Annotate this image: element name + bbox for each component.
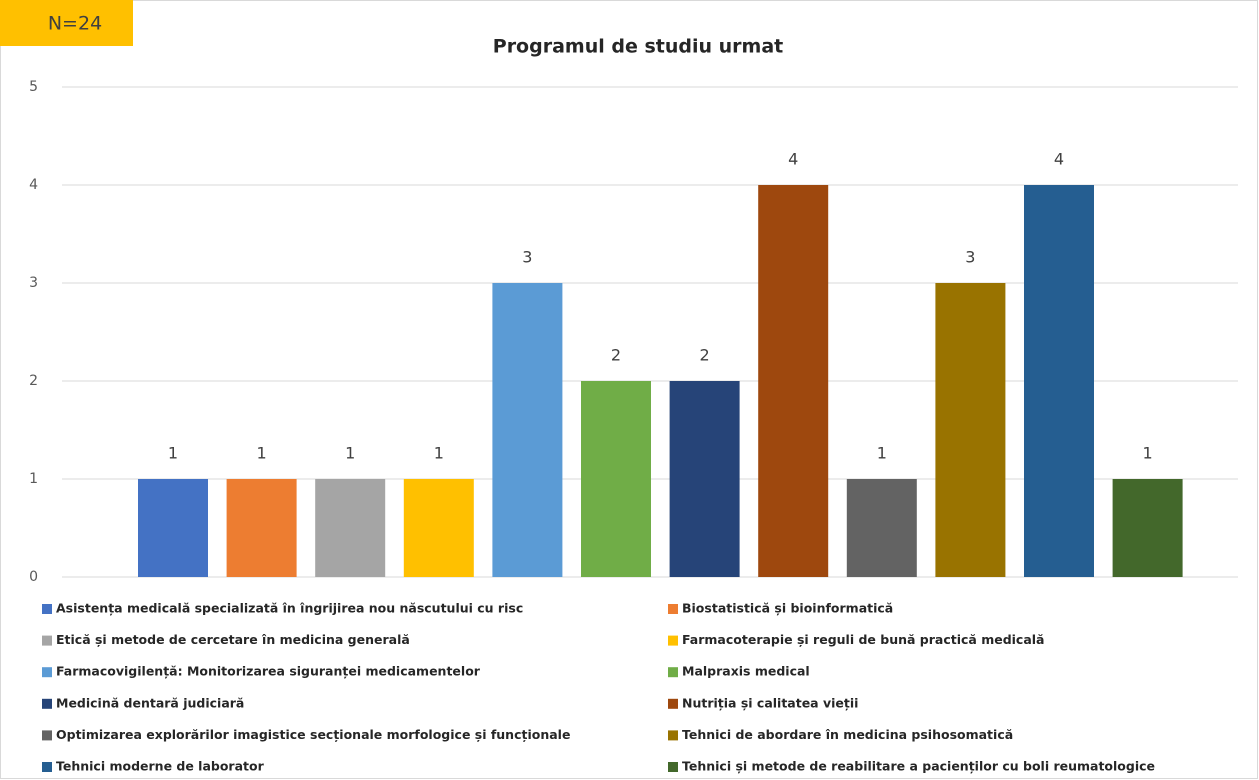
bar — [315, 479, 386, 577]
bar — [581, 381, 651, 577]
bar — [1024, 185, 1094, 577]
legend-label: Tehnici de abordare în medicina psihosom… — [682, 727, 1013, 742]
annotation: N=24 — [48, 13, 102, 35]
data-label: 1 — [434, 444, 444, 463]
legend-swatch — [42, 698, 52, 709]
data-label: 1 — [257, 444, 267, 463]
legend-swatch — [668, 762, 678, 772]
chart-title: Programul de studiu urmat — [493, 36, 783, 58]
annotation-box — [0, 0, 133, 46]
data-label: 4 — [788, 150, 798, 169]
legend-label: Malpraxis medical — [682, 664, 810, 679]
legend-swatch — [668, 730, 678, 741]
bar — [138, 479, 208, 577]
legend-label: Medicină dentară judiciară — [56, 695, 244, 710]
legend-label: Tehnici moderne de laborator — [56, 759, 265, 774]
data-label: 1 — [877, 444, 887, 463]
data-label: 3 — [965, 248, 975, 267]
data-label: 4 — [1054, 150, 1064, 169]
data-label: 3 — [522, 248, 532, 267]
y-tick-label: 2 — [29, 373, 38, 389]
legend-label: Farmacovigilență: Monitorizarea siguranț… — [56, 664, 481, 679]
bar — [492, 283, 563, 577]
data-label: 1 — [168, 444, 178, 463]
bar — [935, 283, 1006, 577]
legend-swatch — [42, 635, 52, 646]
bar — [846, 479, 917, 577]
legend-label: Asistența medicală specializată în îngri… — [56, 601, 523, 616]
legend-swatch — [42, 762, 52, 772]
y-tick-label: 0 — [29, 569, 38, 585]
legend-label: Biostatistică și bioinformatică — [682, 601, 893, 616]
data-label: 1 — [1143, 444, 1153, 463]
bar — [403, 479, 474, 577]
bar — [1112, 479, 1183, 577]
legend-label: Farmacoterapie și reguli de bună practic… — [682, 632, 1045, 647]
y-tick-label: 1 — [29, 471, 38, 487]
data-label: 2 — [611, 346, 621, 365]
legend-swatch — [668, 635, 678, 646]
legend-label: Etică și metode de cercetare în medicina… — [56, 632, 410, 647]
bar — [226, 479, 297, 577]
legend-swatch — [42, 604, 52, 614]
legend-swatch — [668, 604, 678, 614]
y-tick-label: 3 — [29, 275, 38, 291]
y-tick-label: 4 — [29, 177, 38, 193]
legend-label: Tehnici și metode de reabilitare a pacie… — [682, 759, 1155, 774]
bar — [669, 381, 740, 577]
legend-label: Optimizarea explorărilor imagistice secț… — [56, 727, 570, 742]
legend-swatch — [668, 698, 678, 709]
legend-label: Nutriția și calitatea vieții — [682, 695, 858, 710]
bar — [758, 185, 829, 577]
data-label: 2 — [700, 346, 710, 365]
data-label: 1 — [345, 444, 355, 463]
legend-swatch — [668, 667, 678, 678]
y-tick-label: 5 — [29, 79, 38, 95]
legend-swatch — [42, 667, 52, 678]
legend-swatch — [42, 730, 52, 741]
